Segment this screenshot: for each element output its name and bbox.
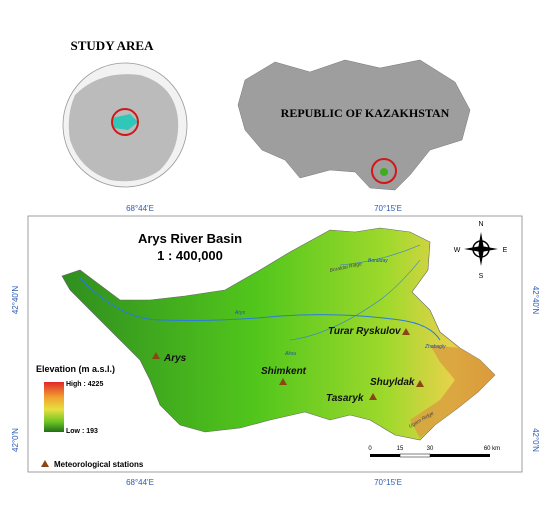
legend-station-marker [41, 460, 49, 467]
lat-label: 42°40'N [531, 286, 540, 315]
station-label: Arys [163, 353, 187, 364]
river-label: Aksu [284, 351, 296, 357]
compass-label: W [454, 247, 461, 254]
map-title: Arys River Basin [138, 231, 242, 246]
river [79, 277, 441, 341]
river [339, 244, 421, 266]
river-label: Zhabagly [424, 344, 446, 350]
basin-circle [371, 158, 397, 184]
high-elevation [410, 345, 495, 438]
station-label: Turar Ryskulov [328, 326, 402, 337]
station-marker [416, 380, 424, 387]
river-label: Arys [234, 310, 246, 316]
lat-label: 42°40'N [11, 286, 20, 315]
country-label: REPUBLIC OF KAZAKHSTAN [281, 106, 450, 120]
lat-label: 42°0'N [531, 428, 540, 452]
station-marker [279, 378, 287, 385]
lon-label: 68°44'E [126, 478, 154, 487]
station-label: Shuyldak [370, 377, 415, 388]
river [289, 259, 421, 341]
kazakhstan-shape [237, 59, 471, 191]
compass-label: E [503, 247, 508, 254]
compass-label: N [478, 221, 483, 228]
kazakhstan-highlight [112, 114, 138, 130]
scale-label: 0 [368, 446, 372, 452]
scale-label: 30 [427, 446, 434, 452]
basin-dot [380, 168, 388, 176]
legend-title: Elevation (m a.s.l.) [36, 364, 115, 374]
lon-label: 68°44'E [126, 204, 154, 213]
scale-bar [370, 453, 490, 458]
lat-label: 42°0'N [11, 428, 20, 452]
inset-title: STUDY AREA [71, 38, 155, 53]
station-marker [402, 328, 410, 335]
scale-label: 60 km [484, 446, 500, 452]
station-label: Tasaryk [326, 393, 364, 404]
legend-low: Low : 193 [66, 428, 98, 435]
elevation-ramp [44, 382, 64, 432]
station-marker [369, 393, 377, 400]
station-label: Shimkent [261, 366, 307, 377]
river-label: Boralday [368, 258, 388, 264]
stations [152, 328, 424, 400]
legend-high: High : 4225 [66, 381, 103, 388]
map-scale: 1 : 400,000 [157, 248, 223, 263]
scale-label: 15 [397, 446, 404, 452]
lon-label: 70°15'E [374, 204, 402, 213]
lon-label: 70°15'E [374, 478, 402, 487]
legend-stations: Meteorological stations [54, 460, 144, 469]
compass: N S E W [454, 221, 508, 280]
highlight-circle [111, 108, 139, 136]
station-marker [152, 352, 160, 359]
compass-label: S [479, 273, 484, 280]
